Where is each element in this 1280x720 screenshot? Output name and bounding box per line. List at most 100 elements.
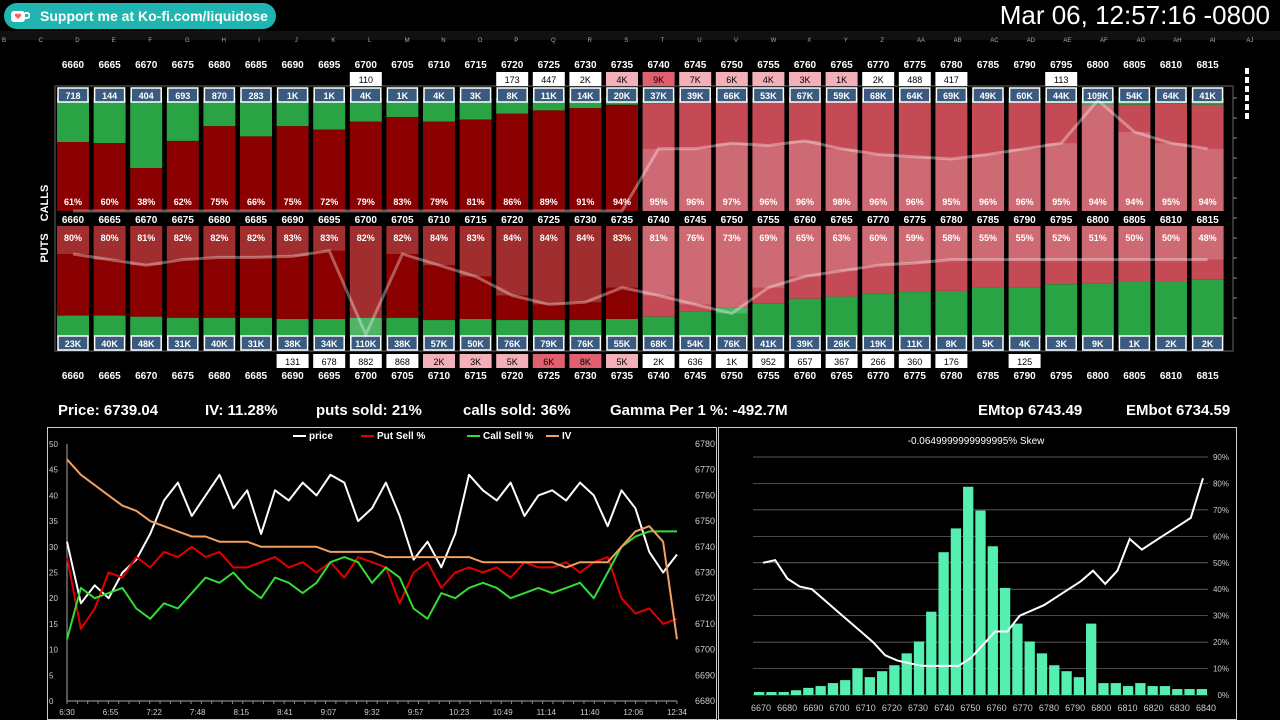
put-chip-value: 39K [797, 339, 814, 349]
put-red-bar [386, 226, 419, 318]
call-sell-pct: 83% [393, 197, 411, 207]
x-tick: 10:49 [493, 708, 514, 717]
call-sell-pct: 94% [613, 197, 631, 207]
call-red-bar [166, 140, 199, 211]
put-chip-value: 23K [65, 339, 82, 349]
histogram-bar [1036, 653, 1048, 695]
strike-label-bottom: 6765 [830, 371, 853, 382]
call-band [972, 154, 1004, 211]
call-band [679, 148, 712, 211]
column-letter: F [148, 38, 152, 44]
column-letter: P [514, 38, 518, 44]
call-sell-pct: 97% [723, 197, 741, 207]
strike-label-bottom: 6735 [611, 371, 634, 382]
x-tick: 6700 [830, 703, 850, 713]
y-left-tick: 30 [49, 543, 58, 552]
call-chip [203, 87, 236, 103]
put-band [130, 226, 163, 266]
put-red-bar [1081, 226, 1114, 284]
put-red-bar [1045, 226, 1078, 285]
histogram-bar [864, 677, 875, 695]
put-band [1191, 226, 1224, 260]
call-sell-pct: 98% [833, 197, 851, 207]
strike-label-top: 6795 [1050, 60, 1073, 71]
put-sell-pct: 50% [1162, 233, 1180, 243]
put-red-bar [752, 226, 785, 304]
put-volume-box [349, 354, 382, 368]
put-chip-value: 54K [687, 339, 704, 349]
strike-label-mid: 6815 [1196, 215, 1219, 226]
put-chip [899, 335, 931, 351]
histogram-bar [999, 587, 1011, 695]
price-stat: Price: 6739.04 [58, 402, 159, 419]
call-chip-value: 64K [907, 91, 924, 101]
put-band [1045, 226, 1078, 260]
put-red-bar [349, 226, 382, 318]
kofi-support-button[interactable]: Support me at Ko-fi.com/liquidose [4, 3, 276, 29]
call-volume-value: 2K [873, 75, 884, 85]
call-sell-pct: 96% [979, 197, 997, 207]
put-volume-box [496, 354, 529, 368]
put-red-bar [57, 226, 89, 316]
call-chip [606, 87, 638, 103]
strike-label-mid: 6725 [538, 215, 561, 226]
column-letter: O [478, 38, 483, 44]
clock: Mar 06, 12:57:16 -0800 [999, 0, 1270, 30]
strike-label-bottom: 6795 [1050, 371, 1073, 382]
call-red-bar [57, 142, 89, 211]
column-letter: D [75, 38, 80, 44]
put-sell-pct: 83% [613, 233, 631, 243]
put-band [1008, 226, 1041, 260]
put-chip [642, 335, 675, 351]
histogram-bar [778, 692, 789, 695]
put-band [862, 226, 895, 266]
histogram-bar [1110, 683, 1121, 695]
put-green-bar [57, 315, 89, 338]
call-chip-value: 8K [506, 91, 518, 101]
strike-label-bottom: 6710 [428, 371, 451, 382]
put-sell-pct: 52% [1052, 233, 1070, 243]
call-chip [386, 87, 419, 103]
gamma-stat: Gamma Per 1 %: -492.7M [610, 402, 788, 419]
put-red-bar [1008, 226, 1041, 288]
histogram-bar [1147, 686, 1158, 695]
strike-label-top: 6785 [977, 60, 1000, 71]
put-band [642, 226, 675, 296]
put-chip [789, 335, 821, 351]
put-band [93, 226, 126, 260]
call-sell-pct: 62% [174, 197, 192, 207]
put-red-bar [715, 226, 748, 308]
put-band [1081, 226, 1114, 260]
call-chip [862, 87, 894, 103]
legend-label: Call Sell % [483, 431, 534, 442]
put-band [276, 226, 309, 257]
call-chip-value: 109K [1087, 91, 1109, 101]
x-tick: 12:34 [667, 708, 688, 717]
put-sell-pct: 48% [1199, 233, 1217, 243]
put-band [57, 226, 89, 254]
strike-label-mid: 6785 [977, 215, 1000, 226]
strike-label-top: 6705 [391, 60, 414, 71]
call-chip-value: 67K [797, 91, 814, 101]
strike-label-mid: 6765 [830, 215, 853, 226]
call-chip-value: 718 [65, 91, 80, 101]
call-sell-pct: 96% [796, 197, 814, 207]
put-green-bar [898, 292, 931, 338]
strike-label-bottom: 6680 [208, 371, 231, 382]
column-letter: M [405, 38, 410, 44]
call-volume-box [825, 72, 858, 86]
call-red-bar [825, 100, 858, 211]
put-red-bar [569, 226, 602, 321]
put-chip [752, 335, 785, 351]
put-green-bar [972, 287, 1004, 338]
put-volume-value: 882 [358, 357, 373, 367]
call-chip-value: 4K [360, 91, 372, 101]
column-letter: AA [917, 38, 925, 44]
put-green-bar [752, 303, 785, 338]
put-band [679, 226, 712, 305]
call-green-bar [130, 98, 163, 169]
kofi-cup-icon [11, 11, 30, 22]
put-volume-value: 176 [944, 357, 959, 367]
put-chip [1008, 335, 1041, 351]
put-green-bar [313, 318, 346, 338]
